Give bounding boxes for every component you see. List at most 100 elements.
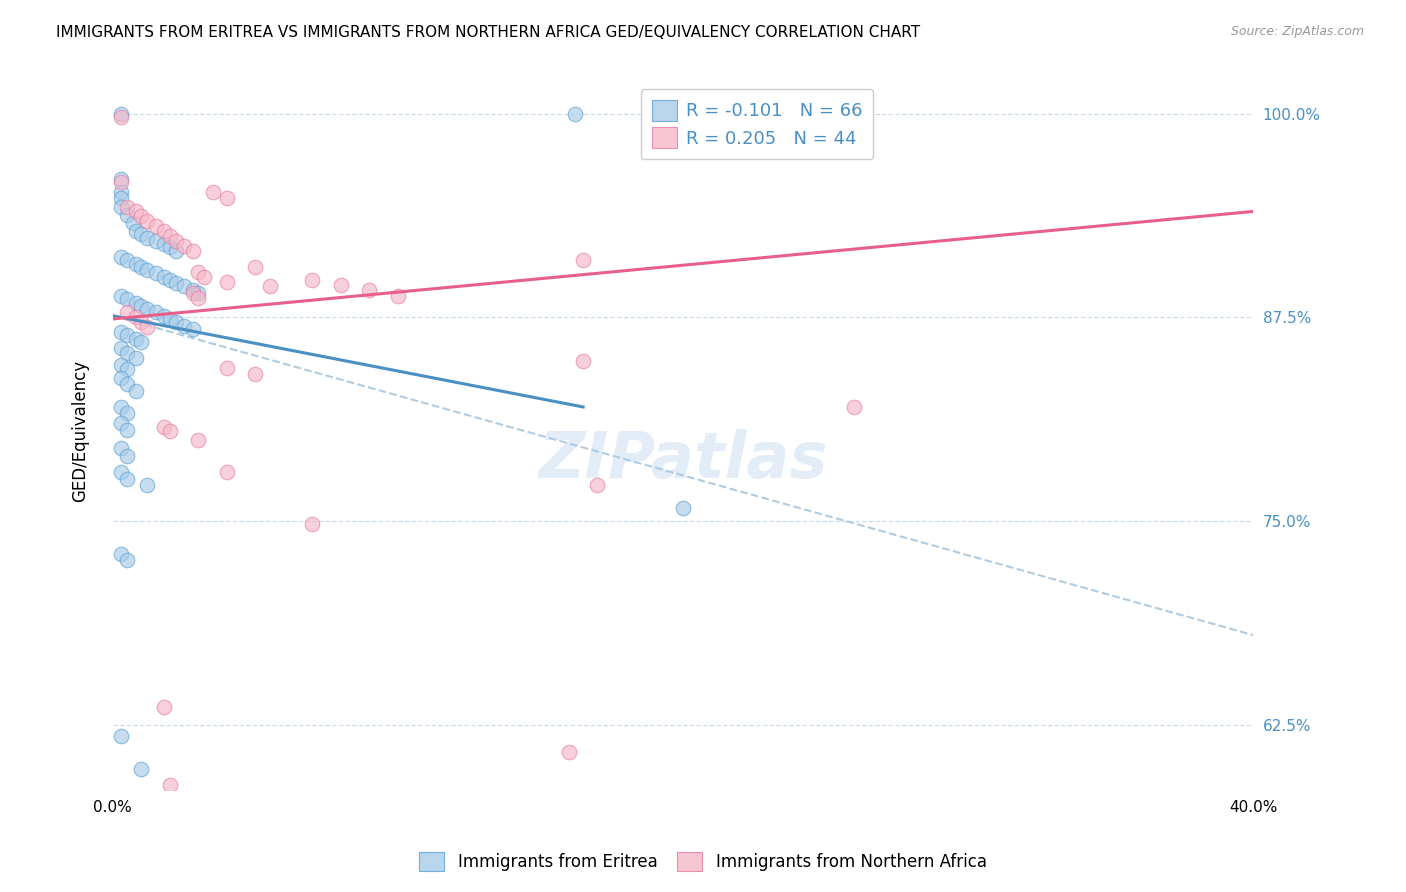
Point: [124, 384, 146, 398]
Point: [115, 377, 138, 392]
Point: [586, 478, 609, 492]
Point: [842, 400, 865, 414]
Point: [181, 283, 204, 297]
Point: [136, 320, 159, 334]
Point: [124, 204, 146, 219]
Point: [145, 234, 167, 248]
Point: [301, 517, 323, 532]
Point: [245, 368, 267, 382]
Point: [110, 250, 132, 264]
Point: [110, 106, 132, 120]
Point: [124, 257, 146, 271]
Point: [153, 419, 176, 434]
Text: IMMIGRANTS FROM ERITREA VS IMMIGRANTS FROM NORTHERN AFRICA GED/EQUIVALENCY CORRE: IMMIGRANTS FROM ERITREA VS IMMIGRANTS FR…: [56, 25, 921, 40]
Point: [136, 478, 159, 492]
Point: [159, 240, 181, 254]
Point: [121, 216, 143, 230]
Text: Source: ZipAtlas.com: Source: ZipAtlas.com: [1230, 25, 1364, 38]
Point: [329, 277, 352, 292]
Point: [110, 547, 132, 561]
Point: [173, 238, 195, 252]
Point: [145, 266, 167, 280]
Point: [115, 856, 138, 871]
Point: [159, 273, 181, 287]
Point: [115, 293, 138, 307]
Point: [173, 318, 195, 333]
Point: [131, 210, 153, 224]
Point: [359, 283, 381, 297]
Point: [115, 253, 138, 268]
Point: [110, 185, 132, 199]
Point: [136, 263, 159, 277]
Point: [259, 279, 281, 293]
Point: [131, 762, 153, 776]
Point: [131, 334, 153, 349]
Point: [193, 269, 215, 284]
Point: [131, 227, 153, 242]
Point: [159, 312, 181, 326]
Point: [145, 219, 167, 234]
Point: [115, 305, 138, 319]
Point: [136, 230, 159, 244]
Point: [131, 260, 153, 274]
Point: [572, 253, 595, 268]
Point: [131, 315, 153, 329]
Point: [115, 362, 138, 376]
Point: [115, 200, 138, 214]
Point: [153, 699, 176, 714]
Point: [387, 289, 409, 303]
Point: [115, 328, 138, 343]
Point: [131, 299, 153, 313]
Point: [124, 332, 146, 346]
Point: [181, 244, 204, 258]
Point: [124, 295, 146, 310]
Point: [564, 106, 586, 120]
Point: [153, 237, 176, 252]
Legend: Immigrants from Eritrea, Immigrants from Northern Africa: Immigrants from Eritrea, Immigrants from…: [411, 843, 995, 880]
Point: [110, 200, 132, 214]
Point: [672, 500, 695, 515]
Point: [136, 302, 159, 317]
Point: [153, 309, 176, 323]
Point: [110, 325, 132, 339]
Point: [110, 175, 132, 189]
Point: [110, 400, 132, 414]
Point: [110, 191, 132, 205]
Point: [572, 354, 595, 368]
Point: [110, 358, 132, 372]
Point: [110, 417, 132, 431]
Point: [181, 285, 204, 300]
Point: [145, 305, 167, 319]
Legend: R = -0.101   N = 66, R = 0.205   N = 44: R = -0.101 N = 66, R = 0.205 N = 44: [641, 89, 873, 159]
Point: [115, 423, 138, 437]
Point: [110, 729, 132, 743]
Point: [245, 260, 267, 274]
Point: [115, 472, 138, 486]
Point: [181, 322, 204, 336]
Point: [110, 848, 132, 863]
Point: [153, 269, 176, 284]
Point: [301, 273, 323, 287]
Point: [165, 315, 187, 329]
Point: [110, 172, 132, 186]
Point: [110, 341, 132, 355]
Point: [115, 346, 138, 360]
Point: [136, 214, 159, 228]
Point: [187, 291, 209, 305]
Point: [110, 465, 132, 479]
Point: [215, 360, 238, 375]
Point: [201, 185, 224, 199]
Point: [215, 465, 238, 479]
Point: [124, 351, 146, 365]
Point: [115, 449, 138, 463]
Point: [558, 745, 581, 759]
Point: [159, 778, 181, 792]
Point: [159, 228, 181, 243]
Point: [110, 289, 132, 303]
Point: [110, 441, 132, 455]
Point: [165, 276, 187, 290]
Point: [115, 553, 138, 567]
Point: [159, 425, 181, 439]
Point: [165, 244, 187, 258]
Point: [187, 433, 209, 447]
